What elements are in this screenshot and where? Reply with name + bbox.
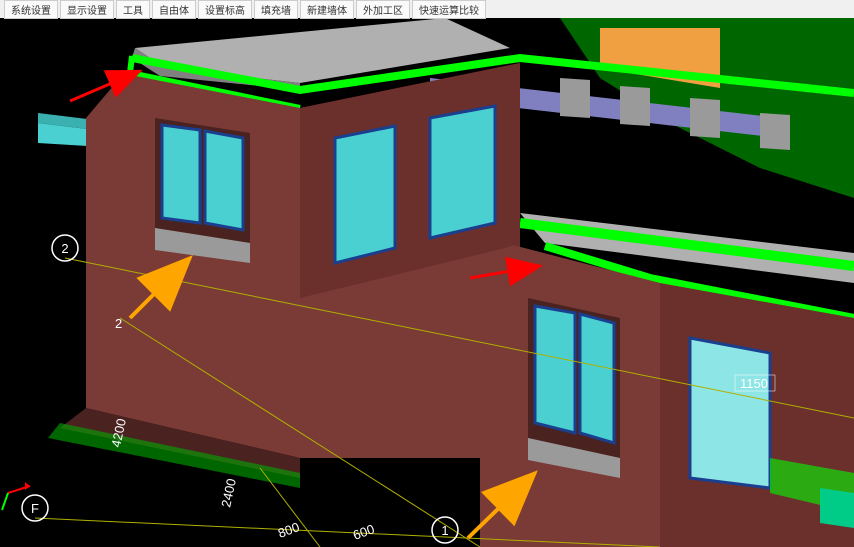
ucs-icon <box>2 482 30 510</box>
toolbar-btn-6[interactable]: 新建墙体 <box>300 0 354 19</box>
bay-window-left <box>155 118 250 263</box>
3d-viewport[interactable]: 2 F 1 1150 4200 2400 800 600 2 <box>0 18 854 547</box>
svg-text:1: 1 <box>441 523 448 538</box>
toolbar-btn-8[interactable]: 快速运算比较 <box>412 0 486 19</box>
window-mid-2 <box>430 106 495 238</box>
dim-600: 600 <box>351 521 377 543</box>
window-mid-1 <box>335 126 395 263</box>
door-right <box>690 338 770 488</box>
svg-text:F: F <box>31 501 39 516</box>
toolbar-btn-0[interactable]: 系统设置 <box>4 0 58 19</box>
toolbar-btn-3[interactable]: 自由体 <box>152 0 196 19</box>
dim-2400: 2400 <box>218 477 239 508</box>
toolbar-btn-4[interactable]: 设置标高 <box>198 0 252 19</box>
grid-bubble-2: 2 <box>52 235 78 261</box>
toolbar-btn-5[interactable]: 填充墙 <box>254 0 298 19</box>
toolbar-btn-2[interactable]: 工具 <box>116 0 150 19</box>
toolbar: 系统设置 显示设置 工具 自由体 设置标高 填充墙 新建墙体 外加工区 快速运算… <box>0 0 854 18</box>
step-right <box>820 488 854 528</box>
dim-2v: 2 <box>115 316 122 331</box>
toolbar-btn-7[interactable]: 外加工区 <box>356 0 410 19</box>
toolbar-btn-1[interactable]: 显示设置 <box>60 0 114 19</box>
svg-text:2: 2 <box>61 241 68 256</box>
grid-bubble-F: F <box>22 495 48 521</box>
bay-window-right <box>528 298 620 478</box>
dim-800: 800 <box>276 519 302 541</box>
dim-1150: 1150 <box>740 376 768 391</box>
